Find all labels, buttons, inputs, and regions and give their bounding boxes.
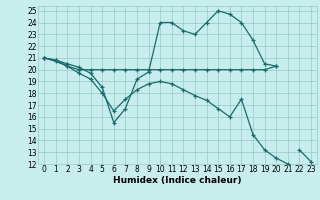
- X-axis label: Humidex (Indice chaleur): Humidex (Indice chaleur): [113, 176, 242, 185]
